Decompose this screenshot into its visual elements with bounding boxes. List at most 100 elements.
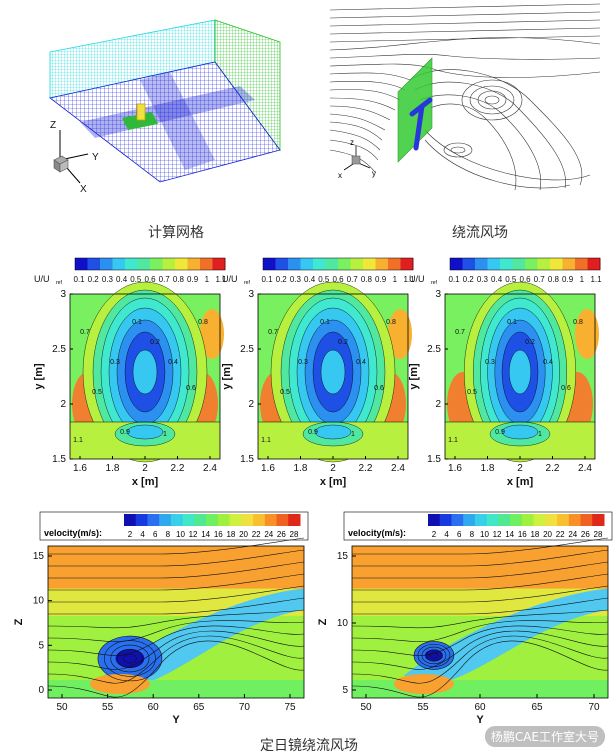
x-tick-label: 2: [142, 463, 148, 474]
colorbar-swatch: [200, 258, 213, 270]
colorbar-swatch: [450, 258, 463, 270]
velocity-y-tick: 5: [342, 685, 348, 696]
y-axis-label: y [m]: [33, 363, 45, 390]
y-tick-label: 1.5: [52, 454, 66, 465]
y-tick-label: 2: [435, 399, 441, 410]
y-tick-label: 1.5: [427, 454, 441, 465]
colorbar-swatch: [175, 258, 188, 270]
velocity-colorbar-tick: 2: [432, 530, 437, 539]
contour-value-label: 0.1: [507, 319, 517, 326]
velocity-colorbar-swatch: [253, 514, 266, 526]
velocity-colorbar-tick: 22: [252, 530, 261, 539]
velocity-x-axis-label: Y: [476, 714, 484, 725]
colorbar-tick: 0.8: [361, 275, 373, 284]
velocity-colorbar-tick: 28: [594, 530, 603, 539]
colorbar-swatch: [150, 258, 163, 270]
velocity-colorbar-tick: 8: [470, 530, 475, 539]
mesh-mirror: [136, 103, 146, 121]
colorbar-tick: 0.3: [102, 275, 114, 284]
colorbar-tick: 0.6: [332, 275, 344, 284]
contour-panel-2: U/U ref 0.1 0.2 0.3 0.4 0.5 0.6 0.7 0.8 0.9 1 1.10.1…: [221, 257, 415, 488]
colorbar-swatch: [400, 258, 414, 270]
colorbar-swatch: [275, 258, 289, 270]
velocity-x-tick: 50: [56, 702, 68, 713]
y-tick-label: 2: [248, 399, 254, 410]
velocity-colorbar-tick: 26: [277, 530, 286, 539]
x-tick-label: 2.2: [171, 463, 185, 474]
y-tick-label: 3: [248, 289, 254, 300]
y-tick-label: 1.5: [240, 454, 254, 465]
velocity-colorbar-swatch: [451, 514, 464, 526]
flow-pole: [409, 97, 433, 151]
contour-value-label: 0.6: [186, 385, 196, 392]
colorbar-swatch: [338, 258, 351, 270]
colorbar-tick: 0.4: [116, 275, 128, 284]
colorbar-tick: 1: [205, 275, 210, 284]
contour-value-label: 0.9: [120, 429, 130, 436]
velocity-x-tick: 65: [531, 702, 543, 713]
velocity-y-axis-label: Z: [317, 618, 329, 625]
heliostat-caption: 定日镜绕流风场: [260, 738, 358, 754]
colorbar-tick: 0.2: [463, 275, 475, 284]
contour-panel-1: U/U ref 0.1 0.2 0.3 0.4 0.5 0.6 0.7 0.8 0.9 1 1.10.1…: [33, 257, 227, 488]
contour-value-label: 0.2: [525, 339, 535, 346]
velocity-colorbar-swatch: [288, 514, 301, 526]
colorbar-tick: 0.2: [88, 275, 100, 284]
contour-value-label: 0.8: [573, 319, 583, 326]
colorbar-swatch: [562, 258, 576, 270]
colorbar-swatch: [162, 258, 176, 270]
x-tick-label: 2.4: [391, 463, 405, 474]
velocity-colorbar-tick: 26: [581, 530, 590, 539]
x-tick-label: 1.8: [481, 463, 495, 474]
mesh-caption: 计算网格: [148, 225, 204, 241]
velocity-colorbar-label: velocity(m/s):: [44, 528, 102, 538]
contour-value-label: 0.4: [356, 359, 366, 366]
velocity-colorbar-swatch: [124, 514, 137, 526]
velocity-x-tick: 75: [284, 702, 296, 713]
velocity-x-tick: 70: [239, 702, 251, 713]
velocity-colorbar-swatch: [276, 514, 289, 526]
colorbar-swatch: [263, 258, 276, 270]
velocity-colorbar-swatch: [428, 514, 441, 526]
velocity-y-axis-label: Z: [13, 618, 25, 625]
velocity-colorbar-swatch: [545, 514, 558, 526]
contour-value-label: 0.3: [485, 359, 495, 366]
contour-value-label: 0.9: [308, 429, 318, 436]
velocity-colorbar-tick: 16: [214, 530, 223, 539]
colorbar-tick: 0.1: [73, 275, 85, 284]
velocity-colorbar-tick: 2: [128, 530, 133, 539]
y-tick-label: 2.5: [240, 344, 254, 355]
velocity-streamlines: [47, 537, 305, 698]
velocity-colorbar-tick: 4: [140, 530, 145, 539]
velocity-colorbar-swatch: [557, 514, 570, 526]
velocity-colorbar-label: velocity(m/s):: [348, 528, 406, 538]
y-tick-label: 2: [60, 399, 66, 410]
contour-value-label: 0.7: [455, 329, 465, 336]
colorbar-tick: 0.5: [505, 275, 517, 284]
colorbar-tick: 0.4: [491, 275, 503, 284]
velocity-colorbar-tick: 10: [176, 530, 185, 539]
velocity-colorbar-tick: 20: [543, 530, 552, 539]
mesh-axis-triad: Z Y X: [50, 120, 99, 195]
contour-value-label: 0.3: [298, 359, 308, 366]
velocity-colorbar-swatch: [147, 514, 160, 526]
x-tick-label: 1.8: [294, 463, 308, 474]
colorbar-swatch: [350, 258, 364, 270]
velocity-colorbar-swatch: [194, 514, 207, 526]
colorbar-tick: 0.1: [448, 275, 460, 284]
flow-axis-y: y: [372, 169, 376, 178]
velocity-colorbar-swatch: [486, 514, 499, 526]
velocity-colorbar-swatch: [510, 514, 523, 526]
flow-caption: 绕流风场: [452, 225, 508, 241]
velocity-colorbar-swatch: [498, 514, 511, 526]
velocity-colorbar-tick: 28: [290, 530, 299, 539]
contour-value-label: 0.3: [110, 359, 120, 366]
x-axis-label: x [m]: [132, 476, 159, 488]
x-tick-label: 2.2: [359, 463, 373, 474]
velocity-colorbar-tick: 6: [153, 530, 158, 539]
velocity-x-tick: 65: [193, 702, 205, 713]
colorbar-tick: 1.1: [403, 275, 415, 284]
colorbar-tick: 0.2: [276, 275, 288, 284]
contour-level: [320, 349, 346, 395]
colorbar-swatch: [388, 258, 401, 270]
